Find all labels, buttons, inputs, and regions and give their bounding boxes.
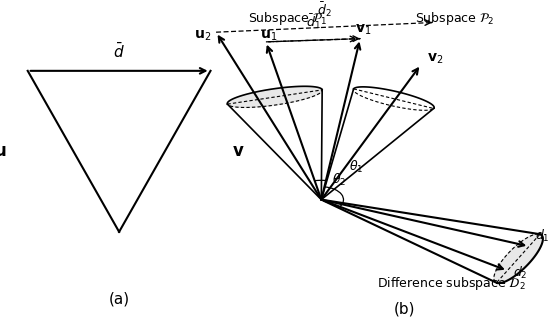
Text: Subspace $\mathcal{P}_1$: Subspace $\mathcal{P}_1$ [248, 10, 328, 27]
Text: $\mathbf{v}_2$: $\mathbf{v}_2$ [427, 51, 443, 66]
Text: $\bar{d}_2$: $\bar{d}_2$ [317, 0, 331, 19]
Text: (a): (a) [109, 292, 130, 307]
Text: Subspace $\mathcal{P}_2$: Subspace $\mathcal{P}_2$ [414, 10, 494, 27]
Polygon shape [494, 234, 543, 283]
Text: $\mathbf{u}_2$: $\mathbf{u}_2$ [194, 29, 211, 43]
Text: $\mathbf{v}$: $\mathbf{v}$ [232, 142, 244, 160]
Text: $\mathbf{v}_1$: $\mathbf{v}_1$ [355, 22, 371, 37]
Text: $\theta_2$: $\theta_2$ [332, 172, 347, 188]
Text: $\mathbf{u}_1$: $\mathbf{u}_1$ [260, 29, 278, 43]
Text: $\bar{d}$: $\bar{d}$ [113, 42, 125, 61]
Text: $\bar{d}_1$: $\bar{d}_1$ [306, 13, 320, 32]
Text: $\mathbf{u}$: $\mathbf{u}$ [0, 142, 6, 160]
Text: Difference subspace $\mathcal{D}_2$: Difference subspace $\mathcal{D}_2$ [377, 275, 526, 292]
Text: (b): (b) [394, 302, 415, 317]
Text: $d_1$: $d_1$ [535, 228, 550, 244]
Text: $d_2$: $d_2$ [513, 265, 528, 281]
Text: $\theta_1$: $\theta_1$ [349, 159, 363, 175]
Polygon shape [227, 86, 322, 108]
